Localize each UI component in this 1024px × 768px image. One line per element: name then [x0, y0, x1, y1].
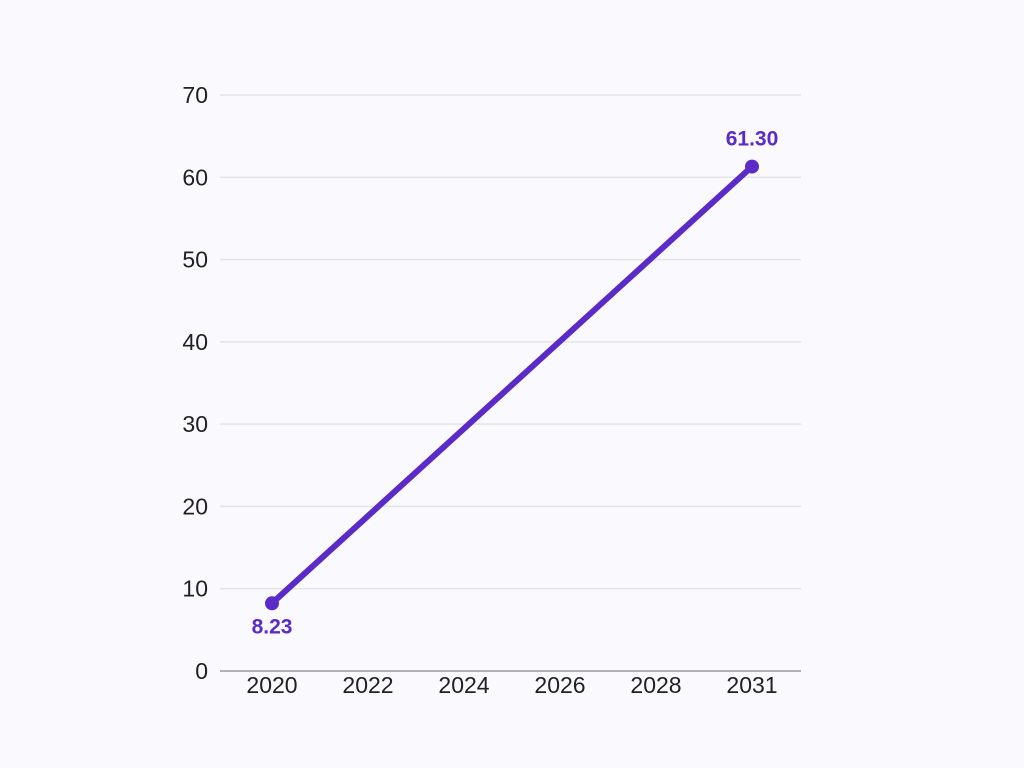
- x-tick-label: 2028: [630, 672, 681, 698]
- y-tick-label: 10: [182, 576, 208, 602]
- y-tick-label: 20: [182, 493, 208, 519]
- x-tick-label: 2024: [438, 672, 489, 698]
- data-point: [745, 159, 759, 174]
- x-tick-label: 2026: [534, 672, 585, 698]
- data-point-label: 8.23: [252, 615, 293, 638]
- data-point-label: 61.30: [726, 128, 779, 151]
- x-tick-label: 2031: [726, 672, 777, 698]
- x-tick-label: 2020: [246, 672, 297, 698]
- y-tick-label: 40: [182, 329, 208, 355]
- y-tick-label: 50: [182, 247, 208, 273]
- y-tick-label: 60: [182, 164, 208, 190]
- x-tick-label: 2022: [342, 672, 393, 698]
- y-tick-label: 30: [182, 411, 208, 437]
- y-tick-label: 0: [195, 658, 208, 684]
- series-line: [269, 163, 755, 607]
- y-tick-label: 70: [182, 82, 208, 108]
- data-point: [265, 596, 279, 611]
